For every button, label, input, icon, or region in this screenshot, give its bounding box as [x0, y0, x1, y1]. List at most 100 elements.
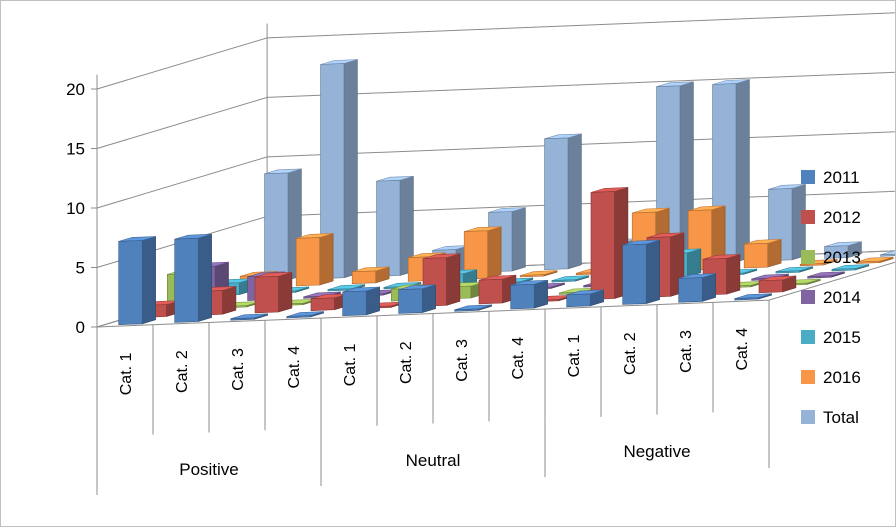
group-label: Neutral — [406, 451, 461, 470]
bar-front — [254, 275, 279, 314]
legend-label: 2013 — [823, 248, 861, 267]
bar-front — [286, 315, 311, 319]
bar-front — [831, 268, 856, 272]
legend-item: 2011 — [801, 168, 860, 187]
bar-total-10 — [824, 241, 862, 259]
bar-2012-8 — [590, 186, 629, 300]
bar-side — [735, 79, 750, 263]
bar-side — [767, 238, 782, 268]
category-label: Cat. 3 — [678, 330, 695, 373]
bar-front — [463, 230, 489, 280]
category-label: Cat. 1 — [118, 352, 135, 395]
bar-2011-4 — [342, 286, 380, 317]
legend-item: 2014 — [801, 288, 861, 307]
bar-side — [487, 226, 502, 279]
bar-side — [365, 286, 380, 316]
group-label: Positive — [179, 460, 239, 479]
bar-front — [478, 278, 503, 305]
legend-label: 2014 — [823, 288, 861, 307]
category-label: Cat. 4 — [286, 346, 303, 389]
bar-front — [775, 270, 800, 274]
bar-2011-1 — [174, 233, 212, 323]
bar-side — [533, 279, 548, 309]
bar-2011-3 — [286, 311, 324, 319]
bar-2016-4 — [463, 226, 502, 280]
bar-front — [590, 191, 615, 300]
legend-item: 2016 — [801, 368, 861, 387]
category-label: Cat. 2 — [174, 350, 191, 393]
group-label: Negative — [623, 442, 690, 461]
bar-front — [807, 275, 832, 279]
gridline — [96, 12, 895, 90]
category-label: Cat. 4 — [734, 328, 751, 371]
bar-2016-5 — [519, 270, 558, 278]
bar-side — [726, 253, 741, 295]
bar-front — [230, 317, 255, 321]
bar-front — [880, 253, 895, 257]
bar-side — [687, 248, 702, 278]
bar-front — [799, 263, 825, 267]
bar-front — [327, 288, 352, 292]
bar-front — [566, 293, 591, 308]
bar-front — [310, 297, 335, 312]
bar-front — [734, 297, 759, 301]
category-label: Cat. 2 — [398, 341, 415, 384]
legend-label: 2012 — [823, 208, 861, 227]
bar-front — [824, 245, 849, 259]
bar-total-1 — [320, 59, 358, 280]
bar-2016-11 — [855, 256, 894, 264]
bar-side — [567, 133, 582, 270]
bar-front — [174, 237, 199, 323]
category-label: Cat. 1 — [342, 343, 359, 386]
x-axis-categories: Cat. 1 Cat. 2 Cat. 3 Cat. 4 Cat. 1 Cat. 2 Cat.… — [96, 302, 751, 437]
bar-front — [551, 279, 576, 283]
bar-2011-6 — [454, 304, 492, 312]
bar-side — [222, 285, 237, 315]
y-tick-label: 0 — [76, 318, 85, 337]
bar-front — [758, 279, 783, 294]
legend-item: 2012 — [801, 208, 861, 227]
bar-2011-10 — [678, 273, 716, 303]
gridline — [96, 71, 895, 149]
bar-2011-7 — [510, 279, 548, 310]
bar-2015-11 — [831, 264, 870, 272]
bar-2012-6 — [478, 274, 517, 305]
bar-top — [880, 250, 895, 256]
bar-front — [622, 243, 647, 305]
bar-side — [343, 59, 358, 279]
bar-2012-2 — [254, 271, 293, 314]
bar-side — [511, 207, 526, 272]
bar-2011-9 — [622, 239, 660, 305]
bar-2011-8 — [566, 289, 604, 308]
legend-swatch — [801, 290, 815, 304]
legend-label: Total — [823, 408, 859, 427]
y-axis-ticks: 0 5 10 15 20 — [66, 80, 85, 337]
bar-2015-6 — [551, 275, 590, 283]
y-tick-label: 10 — [66, 199, 85, 218]
bar-front — [295, 237, 321, 287]
category-label: Cat. 3 — [230, 348, 247, 391]
category-label: Cat. 2 — [622, 332, 639, 375]
legend-item: 2015 — [801, 328, 861, 347]
legend-swatch — [801, 370, 815, 384]
bar-2016-2 — [351, 266, 390, 285]
bar-2016-1 — [295, 232, 334, 287]
bar-total-5 — [544, 133, 582, 271]
category-label: Cat. 1 — [566, 335, 583, 378]
bar-side — [141, 236, 156, 325]
bar-2015-2 — [327, 284, 366, 292]
bar-front — [743, 242, 769, 269]
bar-side — [278, 271, 293, 313]
bar-front — [376, 179, 401, 277]
bar-side — [421, 284, 436, 314]
legend-swatch — [801, 170, 815, 184]
legend-label: 2015 — [823, 328, 861, 347]
bar-front — [320, 63, 345, 280]
legend-swatch — [801, 330, 815, 344]
bar-front — [855, 260, 881, 264]
legend-item: Total — [801, 408, 859, 427]
bar-total-11 — [880, 250, 895, 257]
legend: 2011 2012 2013 2014 2015 2016 Total — [801, 168, 861, 427]
bar-2015-10 — [775, 266, 814, 274]
bar-front — [510, 283, 535, 310]
